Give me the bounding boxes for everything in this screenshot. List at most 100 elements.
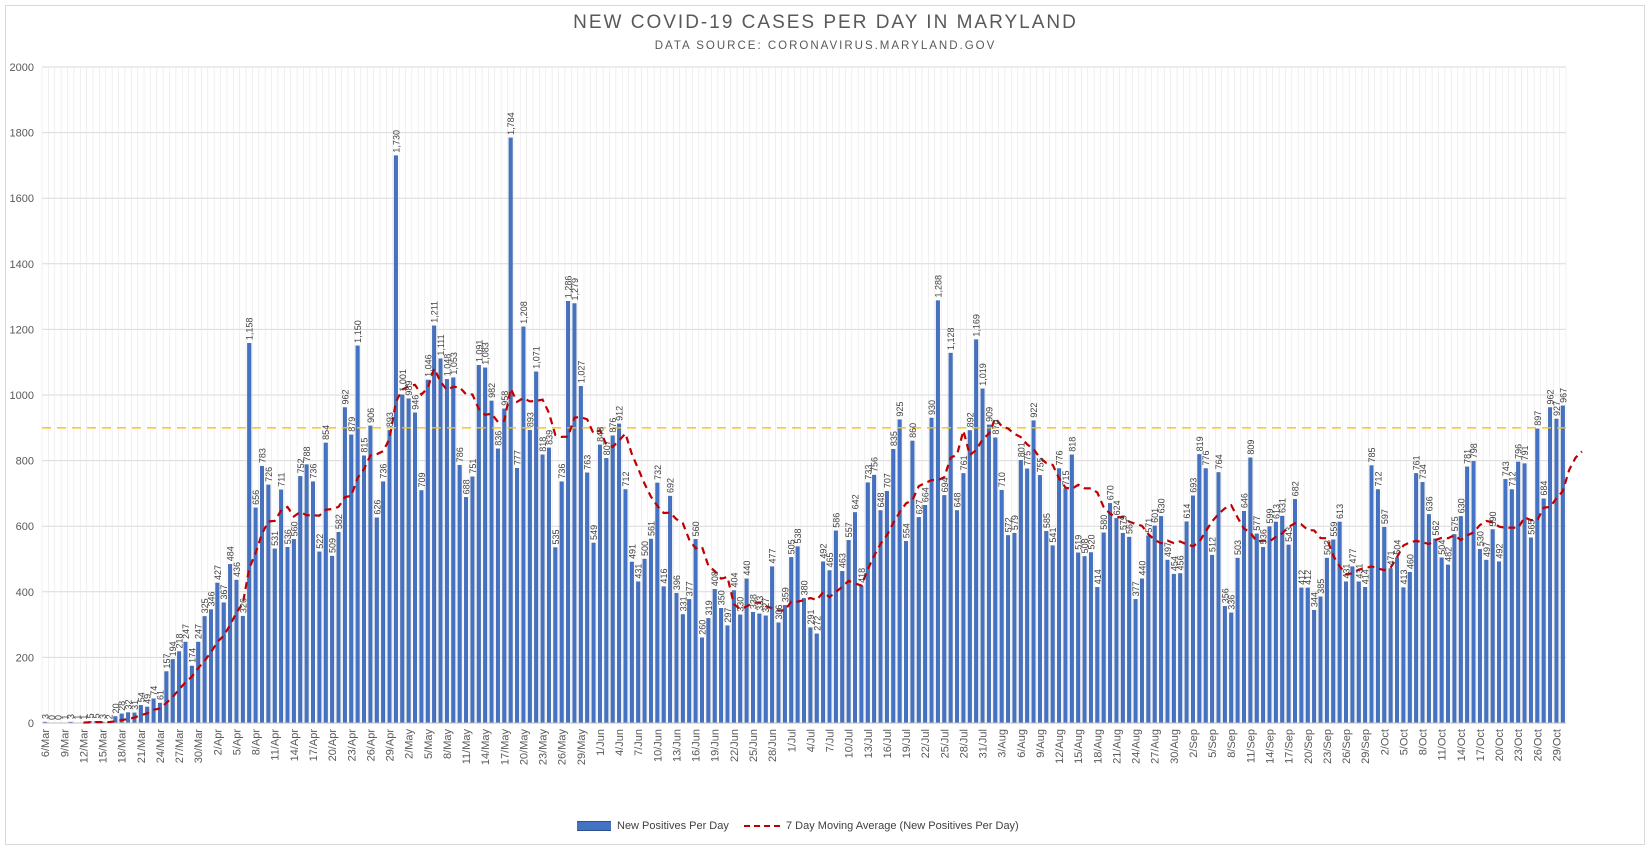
bar	[1012, 532, 1017, 724]
data-label: 326	[238, 598, 248, 613]
data-label: 627	[914, 499, 924, 514]
x-tick-label: 16/Jun	[691, 729, 703, 762]
x-tick-label: 20/Apr	[327, 729, 339, 762]
data-label: 777	[513, 450, 523, 465]
x-tick-label: 10/Jun	[652, 729, 664, 762]
x-tick-label: 29/Apr	[385, 729, 397, 762]
bar	[1548, 407, 1553, 724]
data-label: 49	[143, 694, 153, 704]
bar	[1541, 498, 1546, 724]
bar	[291, 539, 296, 724]
bar	[776, 622, 781, 724]
data-label: 631	[1278, 498, 1288, 513]
bar	[515, 467, 520, 724]
x-tick-label: 11/Apr	[270, 729, 282, 761]
bar	[629, 561, 634, 724]
bar	[1522, 463, 1527, 724]
data-label: 330	[736, 597, 746, 612]
data-label: 579	[1010, 515, 1020, 530]
data-label: 893	[525, 412, 535, 427]
x-tick-label: 17/May	[499, 729, 511, 766]
data-label: 454	[1169, 556, 1179, 571]
data-label: 1,784	[506, 112, 516, 135]
bar	[719, 608, 724, 724]
data-label: 879	[347, 417, 357, 432]
x-tick-label: 20/Oct	[1494, 729, 1506, 761]
data-label: 5	[92, 713, 102, 718]
data-label: 1,286	[564, 276, 574, 299]
data-label: 712	[1373, 471, 1383, 486]
bar	[1127, 536, 1132, 724]
data-label: 3	[41, 714, 51, 719]
data-label: 755	[1035, 457, 1045, 472]
data-label: 440	[1137, 561, 1147, 576]
x-tick-label: 29/May	[576, 729, 588, 766]
data-label: 892	[965, 412, 975, 427]
bar	[1318, 596, 1323, 724]
data-label: 247	[194, 624, 204, 639]
data-label: 694	[940, 477, 950, 492]
bar	[738, 614, 743, 724]
x-tick-label: 1/Jun	[595, 729, 607, 756]
data-label: 815	[360, 438, 370, 453]
data-label: 597	[1380, 509, 1390, 524]
bar	[1414, 473, 1419, 724]
bar	[610, 435, 615, 724]
data-label: 331	[678, 596, 688, 611]
x-tick-label: 5/Oct	[1398, 729, 1410, 755]
x-tick-label: 2/Apr	[212, 729, 224, 756]
data-label: 412	[1297, 570, 1307, 585]
data-label: 460	[1405, 554, 1415, 569]
data-label: 839	[544, 430, 554, 445]
data-label: 764	[1214, 454, 1224, 469]
data-label: 682	[1291, 481, 1301, 496]
data-label: 427	[213, 565, 223, 580]
bar	[980, 388, 985, 724]
bar	[336, 531, 341, 724]
data-label: 440	[742, 561, 752, 576]
x-tick-label: 8/Oct	[1418, 729, 1430, 755]
data-label: 503	[1322, 540, 1332, 555]
data-label: 761	[1412, 455, 1422, 470]
data-label: 733	[863, 465, 873, 480]
bar	[1497, 561, 1502, 724]
legend-label-bars: New Positives Per Day	[617, 820, 729, 832]
bar	[789, 557, 794, 724]
bar	[489, 400, 494, 724]
bar	[1133, 599, 1138, 724]
data-label: 1,027	[576, 361, 586, 384]
bar	[1560, 405, 1565, 724]
data-label: 756	[870, 457, 880, 472]
bar	[948, 352, 953, 724]
data-label: 624	[1112, 500, 1122, 515]
data-label: 761	[959, 455, 969, 470]
x-tick-label: 14/May	[480, 729, 492, 766]
chart-area	[5, 5, 1645, 845]
bar	[1203, 468, 1208, 724]
data-label: 463	[838, 553, 848, 568]
data-label: 0	[53, 715, 63, 720]
data-label: 571	[1144, 518, 1154, 533]
data-label: 906	[366, 408, 376, 423]
data-label: 579	[1118, 515, 1128, 530]
data-label: 1,730	[391, 130, 401, 153]
bar	[617, 423, 622, 724]
bar	[540, 454, 545, 724]
bar	[126, 712, 131, 724]
bar	[604, 458, 609, 724]
bar	[323, 442, 328, 724]
bar	[591, 542, 596, 724]
bar	[668, 495, 673, 724]
data-label: 630	[1456, 498, 1466, 513]
bar	[961, 473, 966, 724]
data-label: 819	[1195, 436, 1205, 451]
data-label: 732	[653, 465, 663, 480]
data-label: 962	[340, 389, 350, 404]
bar	[457, 465, 462, 724]
bar	[1350, 566, 1355, 724]
data-label: 418	[857, 568, 867, 583]
data-label: 431	[1342, 564, 1352, 579]
bar	[770, 566, 775, 724]
data-label: 367	[219, 585, 229, 600]
bar	[655, 482, 660, 724]
